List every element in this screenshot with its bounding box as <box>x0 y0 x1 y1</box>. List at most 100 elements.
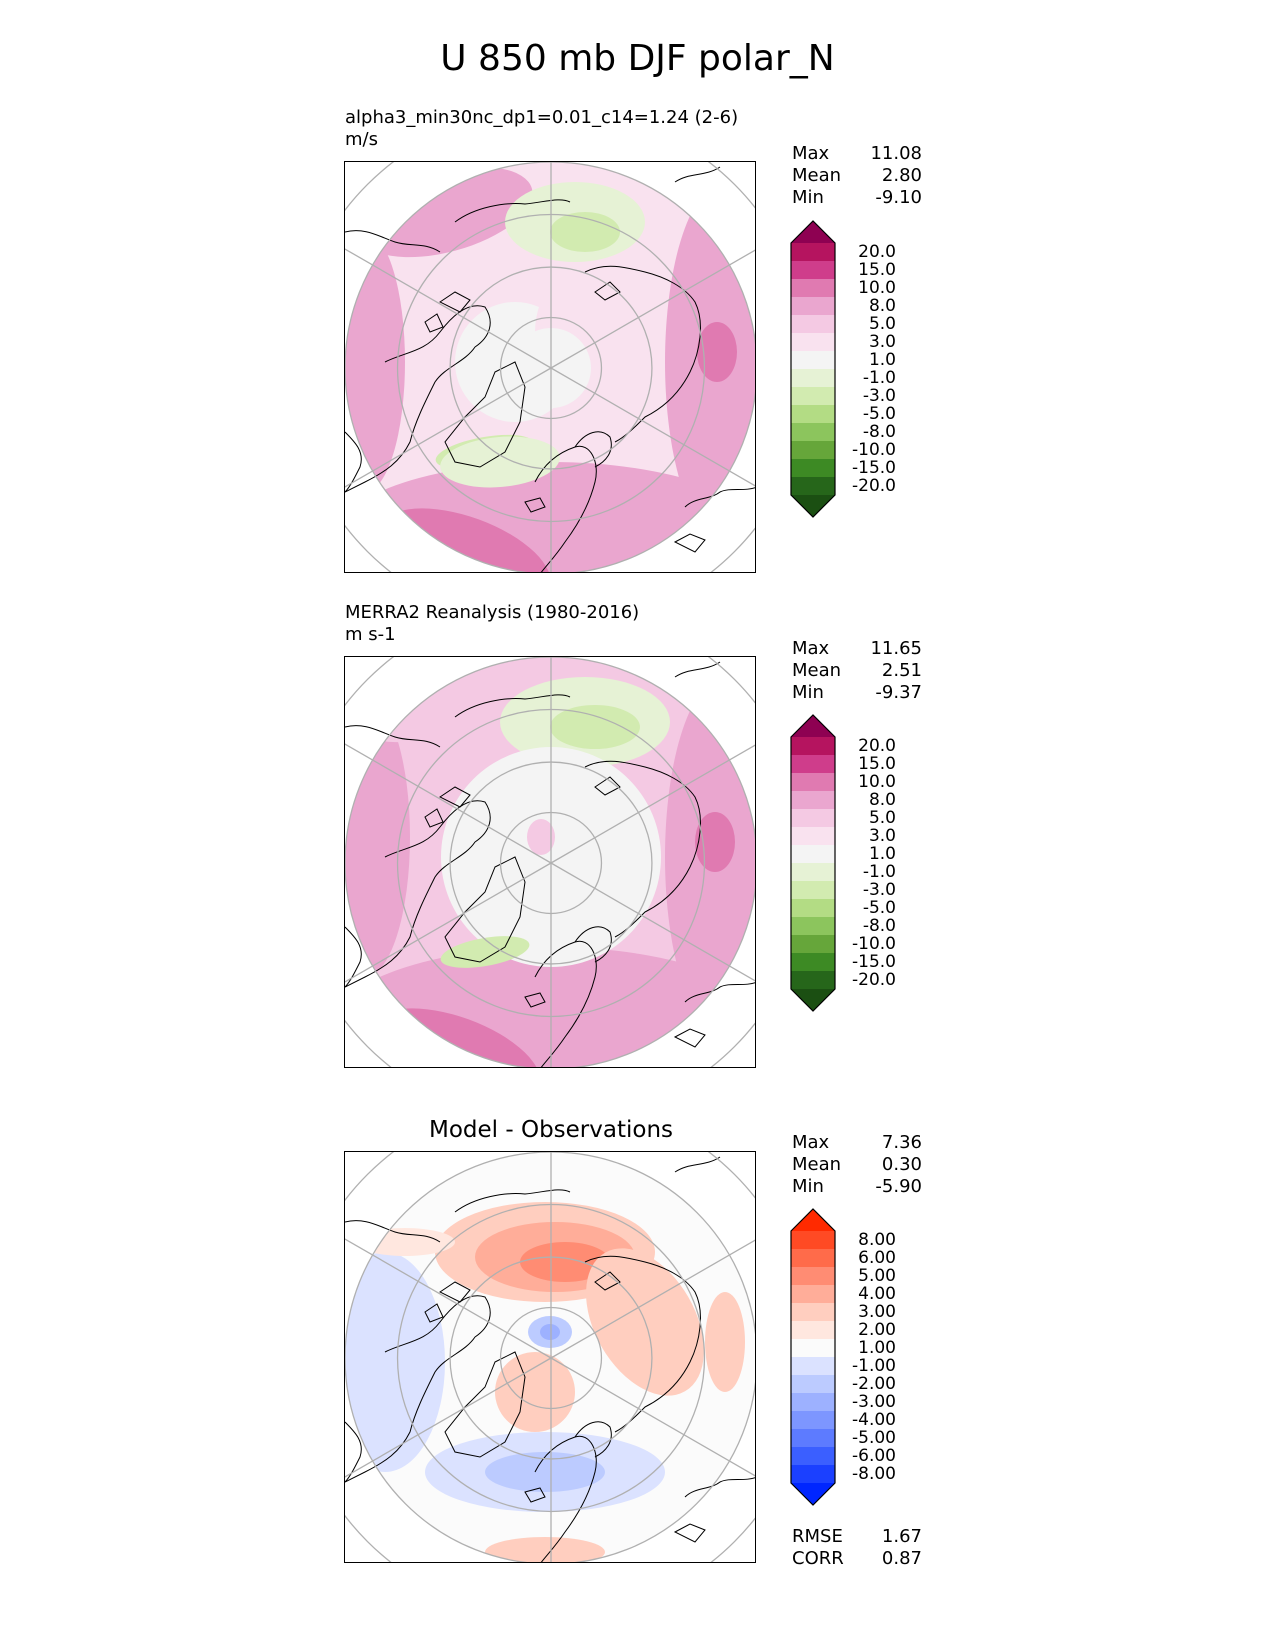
obs-colorbar-swatch <box>791 971 835 990</box>
model-colorbar-top-extension <box>791 221 835 243</box>
diff-coastline <box>444 1351 526 1458</box>
diff-colorbar-swatch <box>791 1249 835 1268</box>
obs-coastlines <box>345 661 755 1067</box>
diff-meridian <box>345 1382 508 1478</box>
diff-colorbar-tick-label: -8.00 <box>852 1464 896 1484</box>
model-meridian-inner <box>506 367 552 394</box>
diff-coastlines <box>345 1156 755 1562</box>
obs-colorbar-tick-label: -8.0 <box>862 916 896 936</box>
diff-meridian-inner <box>550 1332 596 1359</box>
model-polar-map <box>345 162 755 572</box>
diff-mean-value: 0.30 <box>881 1154 922 1175</box>
model-panel-label: alpha3_min30nc_dp1=0.01_c14=1.24 (2-6) m… <box>345 107 738 151</box>
obs-meridian <box>345 887 508 983</box>
diff-colorbar-tick-label: 4.00 <box>858 1284 896 1304</box>
obs-colorbar-tick-label: -20.0 <box>852 970 896 990</box>
model-colorbar-tick-label: -5.0 <box>862 404 896 424</box>
diff-coastline <box>673 1523 706 1543</box>
diff-colorbar-swatch <box>791 1339 835 1358</box>
diff-colorbar-swatch <box>791 1429 835 1448</box>
obs-max-value: 11.65 <box>870 638 922 659</box>
obs-coastline <box>345 800 491 988</box>
diff-colorbar-swatch <box>791 1465 835 1484</box>
obs-coastline <box>673 1028 706 1048</box>
diff-coastline <box>534 1435 597 1562</box>
obs-colorbar-swatch <box>791 935 835 954</box>
model-coastline <box>534 445 597 572</box>
diff-colorbar-tick-label: 5.00 <box>858 1266 896 1286</box>
diff-coastline <box>345 1295 491 1483</box>
diff-colorbar-top-extension <box>791 1209 835 1231</box>
obs-coastline <box>684 982 755 1003</box>
obs-contour-region <box>550 705 640 749</box>
obs-colorbar-tick-label: 5.0 <box>868 808 896 828</box>
diff-colorbar-outline <box>790 1208 836 1506</box>
diff-colorbar-tick-label: -5.00 <box>852 1428 896 1448</box>
obs-dataset-name: MERRA2 Reanalysis (1980-2016) <box>345 602 640 623</box>
model-colorbar-swatch <box>791 423 835 442</box>
model-coastline <box>574 431 612 468</box>
obs-min-value: -9.37 <box>875 682 922 703</box>
model-coastline <box>345 230 441 253</box>
obs-colorbar-swatch <box>791 863 835 882</box>
model-colorbar-swatch <box>791 297 835 316</box>
obs-colorbar-swatch <box>791 737 835 756</box>
obs-colorbar-tick-label: 15.0 <box>858 754 896 774</box>
diff-coastline <box>684 1477 755 1498</box>
obs-colorbar-swatch <box>791 917 835 936</box>
model-colorbar-swatch <box>791 351 835 370</box>
model-colorbar-tick-label: -15.0 <box>852 458 896 478</box>
model-contour-region <box>345 232 405 492</box>
diff-coastline <box>454 1189 571 1213</box>
diff-colorbar-swatch <box>791 1357 835 1376</box>
obs-coastline <box>584 760 701 938</box>
obs-colorbar-tick-label: 20.0 <box>858 736 896 756</box>
obs-colorbar-tick-label: -1.0 <box>862 862 896 882</box>
obs-colorbar-swatch <box>791 899 835 918</box>
diff-coastline <box>524 1487 546 1503</box>
model-coastline <box>524 497 546 513</box>
obs-coastline <box>424 786 471 828</box>
model-coastline <box>454 199 571 223</box>
model-map <box>344 161 756 573</box>
model-meridian <box>594 249 755 344</box>
obs-meridian <box>594 744 755 839</box>
model-coastline <box>673 533 706 553</box>
diff-contour-region <box>540 1324 560 1340</box>
model-colorbar-outline <box>790 220 836 518</box>
obs-colorbar-tick-label: 10.0 <box>858 772 896 792</box>
obs-coastline <box>444 856 526 963</box>
obs-panel-label: MERRA2 Reanalysis (1980-2016) m s-1 <box>345 602 639 646</box>
model-contour-region <box>697 322 737 382</box>
diff-map <box>344 1151 756 1563</box>
diff-colorbar-tick-label: -1.00 <box>852 1356 896 1376</box>
diff-title: Model - Observations <box>428 1117 673 1143</box>
obs-colorbar-tick-label: 1.0 <box>868 844 896 864</box>
model-colorbar-swatch <box>791 387 835 406</box>
model-colorbar-tick-label: -20.0 <box>852 476 896 496</box>
model-meridian <box>345 248 508 344</box>
diff-contour-region <box>485 1452 605 1492</box>
model-coastline <box>345 305 491 493</box>
model-coastline <box>424 291 471 333</box>
model-colorbar-swatch <box>791 261 835 280</box>
diff-max-label: Max <box>792 1132 830 1153</box>
corr-label: CORR <box>792 1548 844 1569</box>
obs-colorbar-outline <box>790 714 836 1012</box>
diff-meridian-inner <box>506 1357 552 1384</box>
obs-colorbar-tick-label: -5.0 <box>862 898 896 918</box>
obs-meridian-inner <box>506 862 552 889</box>
diff-polar-map <box>345 1152 755 1562</box>
obs-meridian-inner <box>550 837 596 864</box>
diff-colorbar-tick-label: 6.00 <box>858 1248 896 1268</box>
diff-max-value: 7.36 <box>881 1132 922 1153</box>
diff-colorbar-tick-label: 1.00 <box>858 1338 896 1358</box>
obs-mean-label: Mean <box>792 660 842 681</box>
diff-meridian-inner <box>506 1332 552 1359</box>
model-coastline <box>594 281 621 301</box>
diff-coastline <box>674 1156 721 1173</box>
model-coastline <box>345 431 362 493</box>
obs-max-label: Max <box>792 638 830 659</box>
model-colorbar-tick-label: 20.0 <box>858 242 896 262</box>
diff-coastline <box>424 1281 471 1323</box>
